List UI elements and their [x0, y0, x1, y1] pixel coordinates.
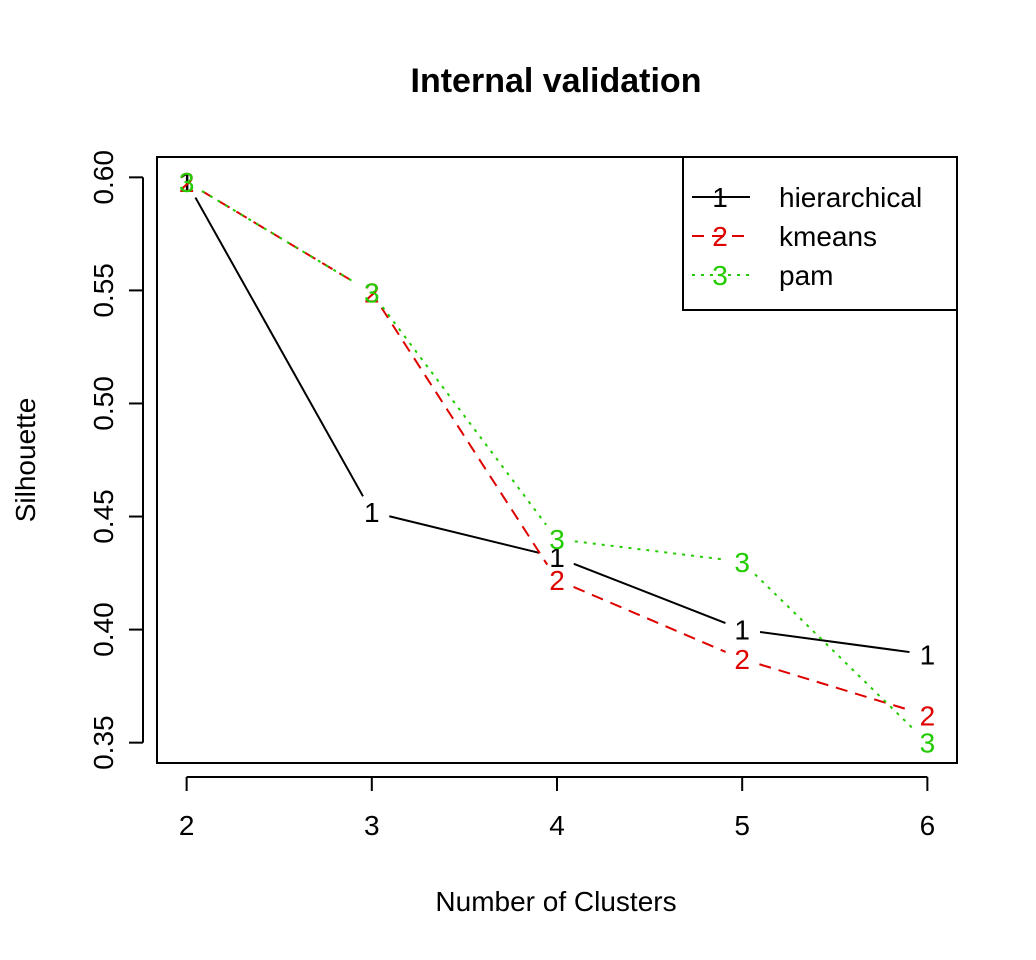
series-line-segment [201, 190, 357, 285]
series-line-segment [574, 540, 725, 561]
series-point-marker: 3 [920, 728, 936, 759]
series-point-marker: 2 [920, 701, 936, 732]
series-point-marker: 1 [549, 542, 565, 573]
series-point-marker: 1 [920, 639, 936, 670]
series-line-segment [389, 515, 540, 554]
chart-title: Internal validation [411, 62, 702, 100]
y-tick-label: 0.40 [88, 602, 119, 657]
series-line-segment [573, 585, 727, 653]
x-tick-label: 3 [364, 810, 380, 841]
y-tick-label: 0.60 [88, 150, 119, 205]
plot-frame [156, 156, 958, 764]
series-point-marker: 3 [179, 167, 195, 198]
legend-label: hierarchical [779, 182, 922, 213]
series-point-marker: 1 [364, 497, 380, 528]
legend-marker: 2 [712, 221, 728, 252]
x-axis: 2 3 4 5 6 [179, 776, 936, 841]
legend: 1 hierarchical 2 kmeans 3 pam [682, 156, 958, 311]
series-line-segment [194, 197, 364, 497]
series-point-marker: 1 [734, 615, 750, 646]
legend-marker: 1 [712, 182, 728, 213]
y-tick-label: 0.45 [88, 489, 119, 544]
series-line-segment [573, 562, 726, 624]
series-line-segment [380, 307, 549, 566]
series-point-marker: 2 [734, 644, 750, 675]
legend-box [682, 156, 958, 311]
series-line-segment [201, 190, 357, 285]
x-tick-label: 2 [179, 810, 195, 841]
y-axis-label: Silhouette [10, 398, 41, 523]
series-point-marker: 3 [734, 547, 750, 578]
legend-label: kmeans [779, 221, 877, 252]
series-point-marker: 1 [179, 167, 195, 198]
y-axis: 0.35 0.40 0.45 0.50 0.55 0.60 [88, 150, 144, 770]
series-line-segment [759, 630, 910, 654]
y-tick-label: 0.55 [88, 263, 119, 318]
x-tick-label: 4 [549, 810, 565, 841]
x-tick-label: 5 [734, 810, 750, 841]
series-line-segment [381, 306, 547, 526]
series-line-segment [754, 573, 916, 731]
series-line-segment [759, 663, 911, 712]
x-axis-label: Number of Clusters [435, 886, 676, 917]
x-tick-label: 6 [920, 810, 936, 841]
legend-marker: 3 [712, 260, 728, 291]
y-tick-label: 0.50 [88, 376, 119, 431]
legend-label: pam [779, 260, 833, 291]
series-point-marker: 2 [364, 278, 380, 309]
series-point-marker: 2 [179, 167, 195, 198]
series-hierarchical: 1 1 1 1 1 [179, 167, 935, 671]
series-point-marker: 3 [549, 524, 565, 555]
series-point-marker: 3 [364, 278, 380, 309]
series-pam: 3 3 3 3 3 [179, 167, 935, 759]
series-point-marker: 2 [549, 565, 565, 596]
y-tick-label: 0.35 [88, 715, 119, 770]
